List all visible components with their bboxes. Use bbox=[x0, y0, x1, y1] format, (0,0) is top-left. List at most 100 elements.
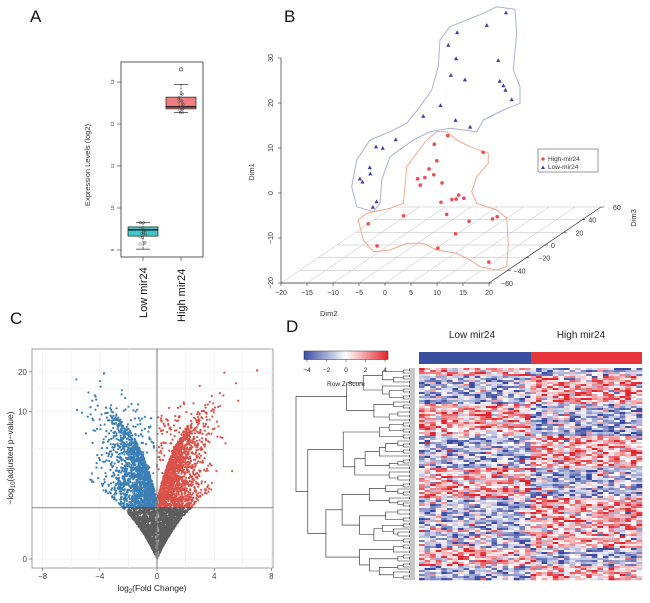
volcano-point bbox=[132, 475, 134, 477]
volcano-point bbox=[193, 469, 195, 471]
data-point bbox=[141, 236, 143, 238]
volcano-point bbox=[176, 470, 178, 472]
volcano-point bbox=[138, 435, 140, 437]
low-mir24-point bbox=[454, 56, 458, 60]
volcano-point bbox=[110, 464, 112, 466]
volcano-point bbox=[189, 466, 191, 468]
volcano-point bbox=[143, 460, 145, 462]
volcano-point bbox=[126, 482, 128, 484]
volcano-point bbox=[114, 492, 116, 494]
volcano-point bbox=[204, 404, 206, 406]
volcano-point bbox=[116, 419, 118, 421]
dim1-tick-label: −20 bbox=[268, 277, 275, 289]
volcano-point bbox=[185, 411, 187, 413]
volcano-point bbox=[160, 417, 162, 419]
volcano-point bbox=[213, 428, 215, 430]
dim3-tick-label: 20 bbox=[576, 230, 584, 237]
volcano-point bbox=[129, 511, 131, 513]
y-tick-label: 13 bbox=[110, 79, 115, 85]
volcano-point bbox=[181, 444, 183, 446]
volcano-point bbox=[141, 475, 143, 477]
volcano-point bbox=[182, 453, 184, 455]
volcano-point bbox=[196, 455, 198, 457]
volcano-point bbox=[139, 482, 141, 484]
dim1-tick-label: −10 bbox=[268, 232, 275, 244]
high-mir24-point bbox=[457, 193, 461, 197]
volcano-point bbox=[119, 490, 121, 492]
volcano-point bbox=[178, 514, 180, 516]
volcano-point bbox=[186, 452, 188, 454]
volcano-point bbox=[181, 440, 183, 442]
volcano-point bbox=[171, 476, 173, 478]
volcano-point bbox=[103, 438, 105, 440]
volcano-point bbox=[148, 532, 150, 534]
volcano-point bbox=[204, 492, 206, 494]
volcano-point bbox=[99, 459, 101, 461]
volcano-point bbox=[152, 442, 154, 444]
dim2-axis-label: Dim2 bbox=[320, 309, 338, 318]
volcano-point bbox=[118, 453, 120, 455]
volcano-point bbox=[134, 512, 136, 514]
volcano-point bbox=[195, 483, 197, 485]
volcano-point bbox=[204, 457, 206, 459]
dim3-tick-label: 40 bbox=[588, 218, 596, 225]
volcano-point bbox=[136, 409, 138, 411]
volcano-point bbox=[194, 444, 196, 446]
dim2-tick-label: −20 bbox=[275, 290, 287, 297]
volcano-point bbox=[171, 468, 173, 470]
volcano-point bbox=[138, 447, 140, 449]
volcano-point bbox=[96, 428, 98, 430]
volcano-point bbox=[182, 496, 184, 498]
low-mir24-hull bbox=[352, 7, 520, 212]
volcano-point bbox=[131, 434, 133, 436]
volcano-point bbox=[140, 453, 142, 455]
volcano-point bbox=[135, 434, 137, 436]
volcano-point bbox=[97, 477, 99, 479]
low-mir24-point bbox=[374, 145, 378, 149]
volcano-point bbox=[127, 406, 129, 408]
volcano-point bbox=[95, 396, 97, 398]
volcano-point bbox=[141, 510, 143, 512]
volcano-point bbox=[200, 455, 202, 457]
volcano-point bbox=[163, 475, 165, 477]
low-mir24-point bbox=[501, 83, 505, 87]
volcano-point bbox=[112, 427, 114, 429]
volcano-point bbox=[117, 444, 119, 446]
volcano-point bbox=[137, 424, 139, 426]
volcano-point bbox=[76, 409, 78, 411]
low-mir24-point bbox=[453, 118, 457, 122]
volcano-point bbox=[117, 417, 119, 419]
volcano-point bbox=[144, 416, 146, 418]
volcano-point bbox=[166, 467, 168, 469]
volcano-point bbox=[198, 484, 200, 486]
high-mir24-point bbox=[366, 222, 370, 226]
volcano-point bbox=[175, 519, 177, 521]
volcano-point bbox=[170, 463, 172, 465]
volcano-point bbox=[224, 442, 226, 444]
volcano-point bbox=[186, 425, 188, 427]
low-mir24-point bbox=[496, 58, 500, 62]
volcano-point bbox=[132, 409, 134, 411]
volcano-point bbox=[115, 484, 117, 486]
volcano-point bbox=[112, 415, 114, 417]
high-mir24-point bbox=[454, 197, 458, 201]
volcano-point bbox=[211, 395, 213, 397]
volcano-point bbox=[161, 415, 163, 417]
volcano-point bbox=[99, 428, 101, 430]
volcano-point bbox=[107, 484, 109, 486]
volcano-point bbox=[161, 433, 163, 435]
volcano-point bbox=[142, 504, 144, 506]
volcano-point bbox=[119, 419, 121, 421]
volcano-point bbox=[201, 441, 203, 443]
volcano-point bbox=[168, 450, 170, 452]
volcano-point bbox=[111, 422, 113, 424]
volcano-point bbox=[113, 474, 115, 476]
volcano-point bbox=[132, 466, 134, 468]
volcano-point bbox=[197, 474, 199, 476]
volcano-point bbox=[138, 463, 140, 465]
high-mir24-point bbox=[418, 183, 422, 187]
low-mir24-point bbox=[374, 200, 378, 204]
volcano-point bbox=[126, 441, 128, 443]
volcano-point bbox=[99, 380, 101, 382]
volcano-point bbox=[183, 484, 185, 486]
